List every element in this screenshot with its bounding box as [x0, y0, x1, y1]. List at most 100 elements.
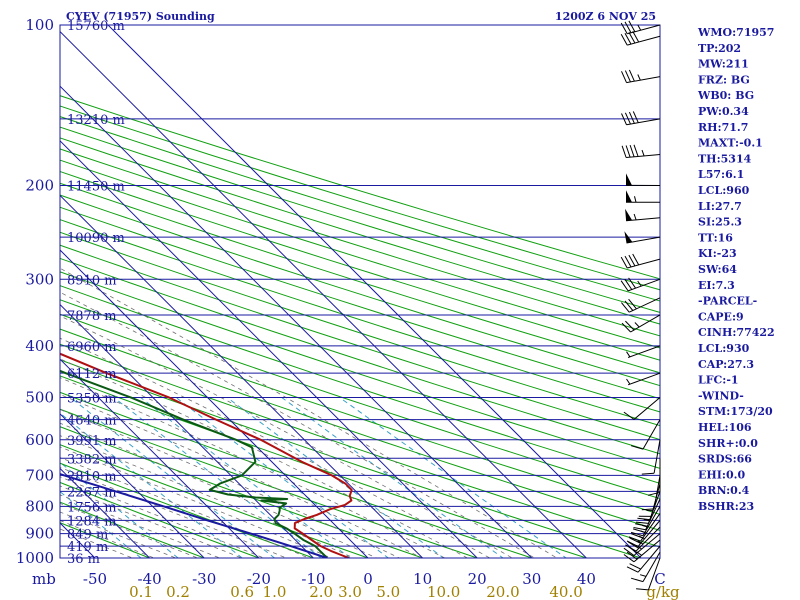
index-item: EHI:0.0 [698, 468, 745, 481]
mixing-ratio-line [60, 461, 179, 558]
mixing-ratio-line [339, 397, 567, 558]
wind-barb-feather [624, 300, 634, 311]
index-item: SRDS:66 [698, 453, 752, 466]
wind-barb-half-feather [637, 540, 644, 545]
dry-adiabat-line [60, 126, 660, 313]
wind-barb-staff [626, 154, 661, 158]
wind-barb-staff [626, 118, 661, 126]
dry-adiabat-line [60, 343, 660, 548]
plot-frame [59, 24, 661, 559]
wind-barb-feather [625, 145, 631, 158]
moist-adiabat-line [60, 435, 355, 558]
wind-barb-feather [628, 20, 636, 32]
wind-barb-staff [653, 475, 661, 509]
temperature-tick-labels: -50 -40 -30 -20 -10 0 10 20 30 40 C [83, 570, 666, 588]
dry-adiabat-line [60, 219, 660, 413]
height-label: 7878 m [67, 309, 117, 324]
wind-barb-feather [630, 445, 644, 450]
isotherm-line [60, 358, 260, 558]
wind-barb-staff [627, 345, 661, 358]
pressure-tick-label: 500 [25, 389, 54, 407]
isotherm-line [60, 85, 533, 558]
wind-barb-half-feather [634, 196, 637, 203]
wind-barb-half-feather [641, 149, 645, 157]
index-item: MAXT:-0.1 [698, 137, 763, 150]
wind-barb-feather [628, 111, 635, 124]
dry-adiabat-line [60, 391, 534, 558]
isotherm-line [60, 413, 205, 558]
index-item: KI:-23 [698, 247, 737, 260]
wind-barbs [620, 20, 661, 591]
sounding-trace [60, 352, 353, 558]
wind-barb-feather [623, 547, 635, 556]
wind-barb-feather [647, 491, 661, 496]
mixing-ratio-tick-label: 3.0 [338, 583, 362, 600]
mixing-ratio-tick-label: 20.0 [486, 583, 519, 600]
wind-barb-staff [628, 297, 661, 313]
background-grid [60, 25, 660, 558]
wind-barb-feather [625, 544, 637, 552]
wind-barb-feather [626, 566, 639, 573]
wind-barb [626, 520, 661, 547]
wind-barb-feather [623, 554, 635, 563]
dry-adiabat-line [60, 328, 660, 531]
pressure-tick-label: 600 [25, 431, 54, 449]
wind-barb-staff [627, 372, 661, 386]
wind-barb-feather [629, 537, 641, 544]
wind-barb-feather [633, 527, 646, 531]
wind-barb-staff [627, 24, 661, 35]
wind-barb-feather [629, 563, 641, 570]
mixing-ratio-tick-label: 0.2 [166, 583, 190, 600]
wind-barb [626, 345, 661, 358]
dry-adiabat-line [60, 285, 660, 484]
index-item: WB0: BG [697, 89, 754, 102]
index-item: LI:27.7 [698, 200, 742, 213]
index-item: TH:5314 [698, 152, 752, 165]
mixing-ratio-line [140, 397, 351, 558]
wind-barb-staff [633, 397, 661, 420]
height-label: 8910 m [67, 273, 117, 288]
wind-barb-half-feather [626, 351, 631, 358]
pressure-tick-label: 700 [25, 466, 54, 484]
wind-barb-feather [637, 517, 650, 521]
moist-adiabat-line [60, 520, 156, 558]
wind-barb-flag [624, 231, 633, 243]
indices-panel: WMO:71957 TP:202 MW:211 FRZ: BG WB0: BG PW:0.… [697, 26, 775, 513]
dry-adiabat-line [60, 271, 660, 469]
isotherm-line [107, 25, 642, 558]
dry-adiabat-line [60, 444, 370, 558]
mixing-ratio-tick-label: 0.6 [230, 583, 254, 600]
wind-barb-staff [635, 526, 661, 552]
wind-barb-staff [640, 513, 661, 542]
dry-adiabat-line [60, 206, 660, 400]
wind-barb-feather [624, 21, 632, 34]
moist-adiabat-line [60, 476, 265, 558]
mixing-ratio-tick-labels: 0.1 0.2 0.6 1.0 2.0 3.0 5.0 10.0 20.0 40.0 g/kg [129, 583, 680, 600]
plot-border [59, 24, 661, 559]
height-label: 10090 m [67, 231, 125, 246]
dry-adiabat-line [60, 481, 261, 558]
wind-barb-feather [632, 30, 640, 43]
wind-barb-feather [632, 528, 646, 533]
wind-barb-feather [631, 533, 643, 539]
wind-barb [621, 297, 661, 313]
wind-barb-feather [632, 253, 640, 266]
wind-barb-feather [636, 521, 649, 524]
wind-barb-staff [627, 258, 661, 269]
wind-barb-feather [624, 255, 632, 268]
dry-adiabat-line [60, 408, 479, 558]
temperature-tick-label: C [654, 570, 665, 588]
wind-barb [641, 439, 661, 475]
moist-adiabat-line [60, 502, 199, 558]
wind-barb-feather [620, 280, 629, 292]
height-labels: 15760 m 13210 m 11450 m 10090 m 8910 m 7878 m… [67, 19, 125, 567]
moist-adiabat-line [60, 422, 378, 558]
index-item: TP:202 [698, 42, 741, 55]
mixing-ratio-line [113, 397, 322, 558]
pressure-tick-label: 300 [25, 270, 54, 288]
height-label: 6960 m [67, 340, 117, 355]
height-label: 1756 m [67, 500, 117, 515]
wind-barb [647, 458, 661, 496]
mixing-ratio-tick-label: 10.0 [427, 583, 460, 600]
wind-barb-half-feather [639, 574, 647, 577]
